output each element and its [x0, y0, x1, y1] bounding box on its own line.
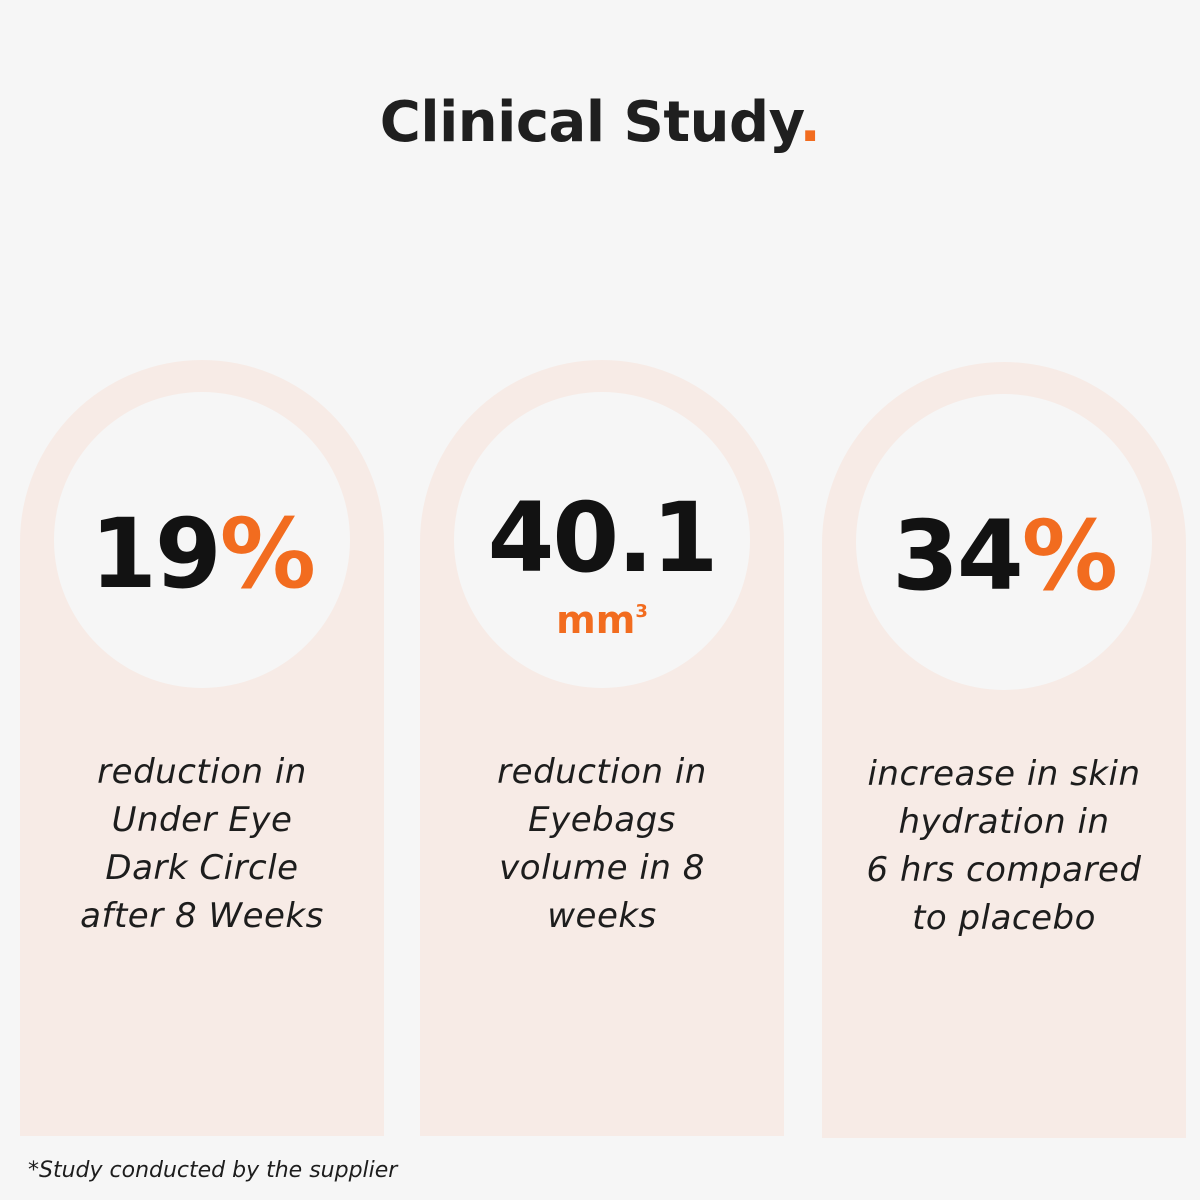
title-text: Clinical Study: [379, 90, 800, 155]
stat-unit: mm3: [454, 590, 750, 642]
description-line: hydration in: [898, 802, 1110, 842]
description-line: reduction in: [497, 752, 707, 792]
description-line: to placebo: [912, 898, 1096, 938]
stat-description: reduction in Under Eye Dark Circle after…: [20, 748, 384, 940]
stat-description: reduction in Eyebags volume in 8 weeks: [420, 748, 784, 940]
description-line: increase in skin: [867, 754, 1141, 794]
stat-circle: 19%: [54, 392, 350, 688]
stat-number: 34: [892, 500, 1024, 612]
stat-value: 40.1: [454, 488, 750, 588]
stat-circle: 40.1 mm3: [454, 392, 750, 688]
stat-card-hydration: 34% increase in skin hydration in 6 hrs …: [822, 362, 1186, 1138]
page-title: Clinical Study.: [0, 88, 1200, 158]
stat-value: 34%: [856, 506, 1152, 606]
description-line: after 8 Weeks: [80, 896, 324, 936]
stat-percent-sign: %: [219, 498, 316, 610]
description-line: Dark Circle: [105, 848, 299, 888]
stat-description: increase in skin hydration in 6 hrs comp…: [822, 750, 1186, 942]
stat-value: 19%: [54, 504, 350, 604]
description-line: 6 hrs compared: [866, 850, 1142, 890]
stat-number: 19: [90, 498, 222, 610]
description-line: Eyebags: [528, 800, 676, 840]
footnote: *Study conducted by the supplier: [28, 1158, 398, 1183]
description-line: reduction in: [97, 752, 307, 792]
description-line: volume in 8: [499, 848, 705, 888]
stat-percent-sign: %: [1021, 500, 1118, 612]
unit-text: mm: [556, 598, 636, 642]
stat-circle: 34%: [856, 394, 1152, 690]
stat-card-dark-circle: 19% reduction in Under Eye Dark Circle a…: [20, 360, 384, 1136]
unit-superscript: 3: [635, 601, 648, 622]
description-line: weeks: [547, 896, 657, 936]
title-dot: .: [799, 90, 821, 155]
stat-number: 40.1: [487, 482, 719, 594]
stat-card-eyebags: 40.1 mm3 reduction in Eyebags volume in …: [420, 360, 784, 1136]
description-line: Under Eye: [111, 800, 293, 840]
